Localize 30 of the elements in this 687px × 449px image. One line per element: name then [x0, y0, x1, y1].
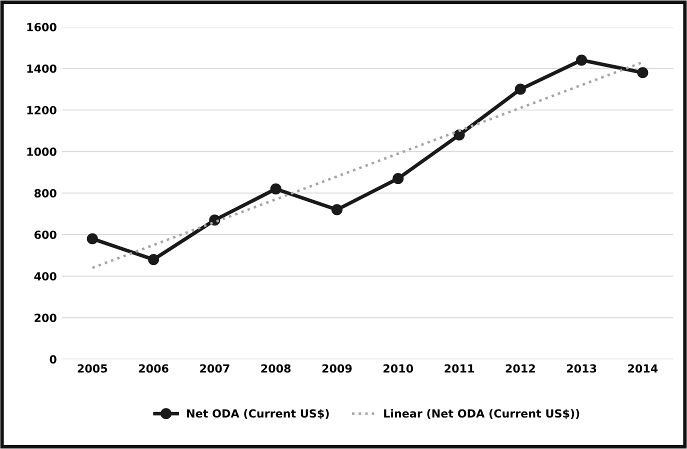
x-tick-label: 2011: [444, 364, 474, 373]
point: [331, 204, 343, 216]
y-tick-label: 1200: [27, 106, 56, 114]
x-tick-label: 2013: [566, 364, 596, 373]
y-tick-label: 0: [50, 355, 56, 364]
point: [148, 254, 160, 266]
x-tick-label: 2007: [200, 364, 230, 373]
legend-label: Net ODA (Current US$): [187, 409, 329, 420]
x-tick-label: 2005: [78, 364, 108, 373]
x-tick-label: 2009: [322, 364, 352, 373]
y-tick-label: 1600: [27, 22, 56, 32]
point: [514, 84, 526, 95]
point: [454, 129, 465, 140]
point: [270, 183, 282, 194]
point: [637, 67, 648, 78]
y-tick-label: 1000: [27, 148, 56, 156]
y-tick-label: 1400: [27, 64, 56, 73]
y-tick-label: 200: [34, 314, 56, 322]
y-tick-label: 400: [34, 272, 56, 281]
y-tick-label: 600: [34, 230, 56, 239]
x-tick-label: 2012: [506, 364, 535, 373]
point: [392, 172, 404, 184]
x-tick-label: 2014: [628, 364, 658, 373]
point: [576, 54, 588, 66]
x-tick-label: 2010: [384, 364, 414, 373]
x-tick-label: 2008: [261, 364, 291, 373]
x-tick-label: 2006: [138, 364, 168, 373]
point: [86, 233, 98, 244]
y-tick-label: 800: [34, 189, 56, 198]
legend-label: Linear (Net ODA (Current US$)): [384, 409, 580, 420]
